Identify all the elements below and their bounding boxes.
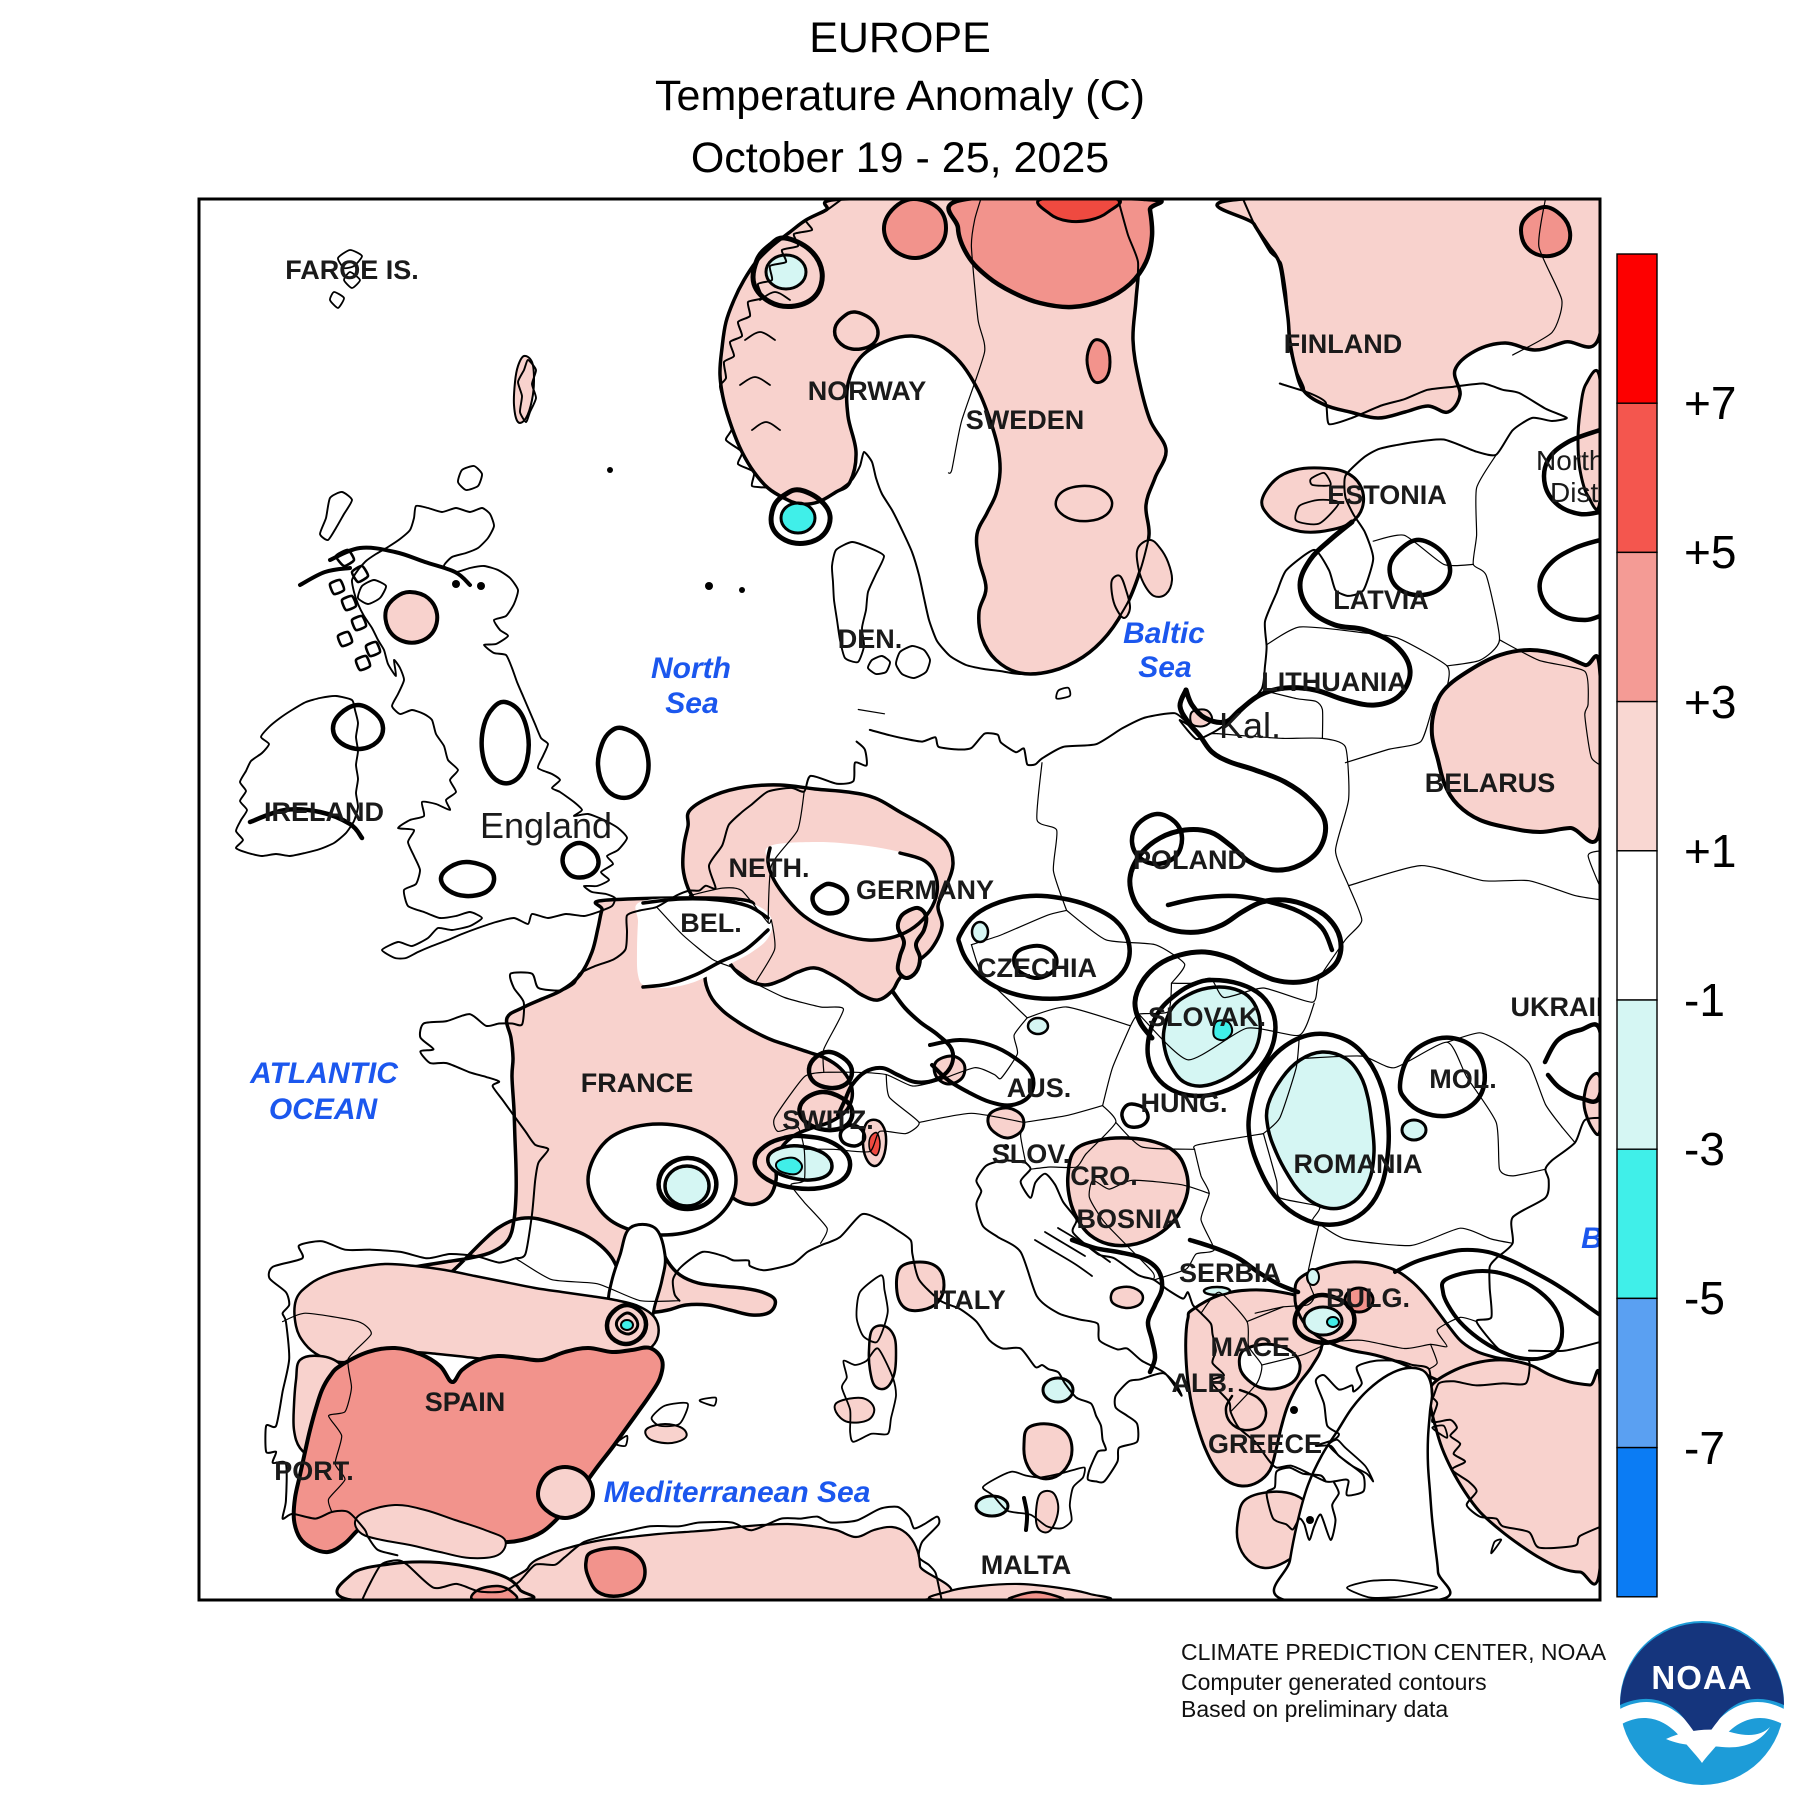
svg-text:FINLAND: FINLAND — [1284, 329, 1402, 359]
svg-text:HUNG.: HUNG. — [1141, 1088, 1228, 1118]
svg-text:ROMANIA: ROMANIA — [1294, 1149, 1423, 1179]
svg-text:North: North — [651, 652, 731, 685]
svg-text:SWITZ.: SWITZ. — [782, 1105, 873, 1135]
svg-text:Distri: Distri — [1550, 477, 1614, 508]
svg-text:LATVIA: LATVIA — [1333, 585, 1429, 615]
svg-text:BELARUS: BELARUS — [1425, 768, 1556, 798]
svg-text:SERBIA: SERBIA — [1179, 1258, 1281, 1288]
svg-text:DEN.: DEN. — [838, 624, 903, 654]
svg-text:Mediterranean Sea: Mediterranean Sea — [604, 1476, 871, 1509]
svg-text:England: England — [480, 805, 612, 846]
svg-text:FRANCE: FRANCE — [581, 1068, 694, 1098]
svg-text:GERMANY: GERMANY — [856, 875, 994, 905]
svg-text:+3: +3 — [1684, 676, 1736, 728]
svg-text:October 19 - 25, 2025: October 19 - 25, 2025 — [691, 134, 1109, 182]
svg-text:SLOVAK.: SLOVAK. — [1148, 1002, 1266, 1032]
svg-text:+7: +7 — [1684, 377, 1736, 429]
svg-text:FAROE IS.: FAROE IS. — [285, 255, 419, 285]
svg-text:-3: -3 — [1684, 1123, 1725, 1175]
svg-text:BEL.: BEL. — [680, 908, 742, 938]
svg-text:ALB.: ALB. — [1172, 1368, 1235, 1398]
svg-text:NORWAY: NORWAY — [808, 376, 927, 406]
svg-text:PORT.: PORT. — [274, 1456, 354, 1486]
svg-text:Computer generated contours: Computer generated contours — [1181, 1669, 1487, 1695]
svg-text:-5: -5 — [1684, 1272, 1725, 1324]
svg-text:Kal.: Kal. — [1219, 705, 1281, 746]
svg-text:-1: -1 — [1684, 974, 1725, 1026]
svg-text:CZECHIA: CZECHIA — [977, 953, 1097, 983]
svg-text:BOSNIA: BOSNIA — [1076, 1204, 1181, 1234]
svg-text:UKRAINE: UKRAINE — [1510, 992, 1633, 1022]
svg-text:MOL.: MOL. — [1429, 1064, 1497, 1094]
svg-text:ESTONIA: ESTONIA — [1327, 480, 1447, 510]
svg-text:CRO.: CRO. — [1070, 1161, 1138, 1191]
svg-text:GREECE: GREECE — [1208, 1429, 1322, 1459]
svg-text:IRELAND: IRELAND — [264, 797, 384, 827]
svg-text:BULG.: BULG. — [1326, 1283, 1410, 1313]
svg-text:SLOV.: SLOV. — [992, 1139, 1071, 1169]
svg-text:SWEDEN: SWEDEN — [966, 405, 1085, 435]
svg-text:POLAND: POLAND — [1133, 845, 1247, 875]
svg-text:-7: -7 — [1684, 1422, 1725, 1474]
svg-text:MALTA: MALTA — [981, 1550, 1071, 1580]
svg-text:+1: +1 — [1684, 825, 1736, 877]
svg-text:LITHUANIA: LITHUANIA — [1261, 667, 1406, 697]
svg-text:CLIMATE PREDICTION CENTER, NOA: CLIMATE PREDICTION CENTER, NOAA — [1181, 1639, 1607, 1665]
svg-text:SPAIN: SPAIN — [425, 1387, 506, 1417]
svg-text:ITALY: ITALY — [932, 1285, 1006, 1315]
svg-text:Temperature Anomaly (C): Temperature Anomaly (C) — [655, 72, 1145, 120]
svg-text:ATLANTIC: ATLANTIC — [249, 1057, 399, 1090]
svg-text:Based on preliminary data: Based on preliminary data — [1181, 1696, 1448, 1722]
svg-text:B: B — [1581, 1222, 1603, 1255]
svg-text:Sea: Sea — [665, 687, 718, 720]
svg-text:Sea: Sea — [1138, 651, 1191, 684]
svg-text:OCEAN: OCEAN — [269, 1093, 379, 1126]
svg-text:EUROPE: EUROPE — [809, 14, 991, 62]
svg-text:NOAA: NOAA — [1651, 1659, 1752, 1696]
svg-text:Northw: Northw — [1536, 445, 1625, 476]
svg-text:MACE.: MACE. — [1211, 1332, 1298, 1362]
svg-text:AUS.: AUS. — [1007, 1073, 1072, 1103]
svg-text:+5: +5 — [1684, 526, 1736, 578]
svg-text:Baltic: Baltic — [1123, 617, 1205, 650]
svg-text:NETH.: NETH. — [729, 853, 810, 883]
